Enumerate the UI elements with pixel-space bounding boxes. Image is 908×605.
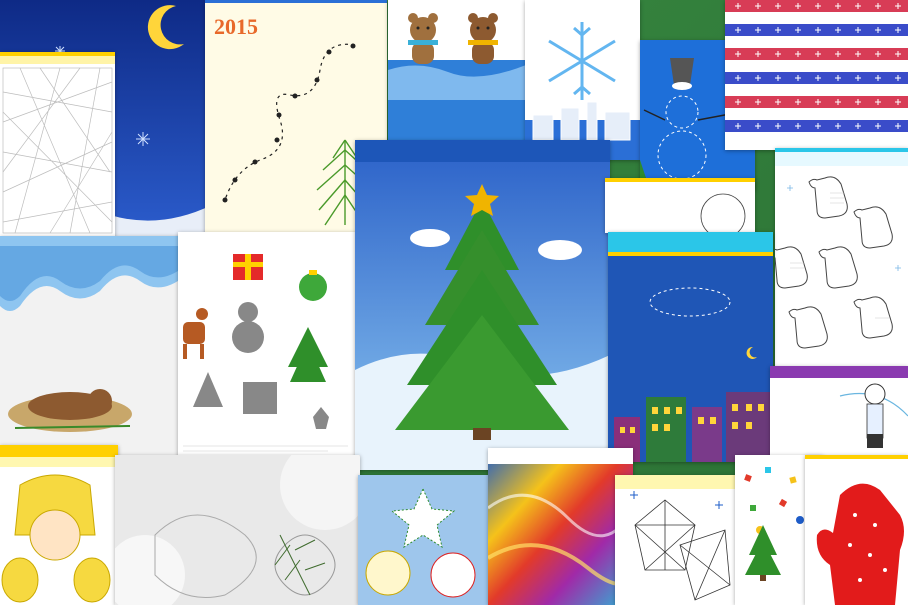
mittens-coloring-card [775, 148, 908, 366]
christmas-tree-icon [395, 200, 569, 440]
stripe-pattern [725, 0, 908, 132]
snowflake-town-card [525, 0, 640, 160]
mitten-icon [775, 176, 893, 349]
ornament-icon [299, 270, 327, 301]
gift-icon [233, 254, 263, 280]
mitten-icon [816, 483, 904, 605]
yellow-hat-kid-card [0, 445, 118, 605]
christmas-tree-poster [355, 140, 610, 470]
fir-branch-icon [274, 534, 326, 596]
ornament-icon [365, 550, 476, 598]
teddy-bear-icon [8, 389, 132, 432]
snowflake-icon [55, 46, 150, 146]
circle-worksheet-card [605, 178, 755, 233]
snowflake-stripes-card [725, 0, 908, 150]
moon-icon [147, 5, 184, 50]
moon-icon [746, 346, 757, 359]
mitten-icon [1, 557, 111, 603]
frost-pine-card [115, 455, 360, 605]
teddy-bear-icon [408, 13, 438, 64]
ice-edge-card [0, 236, 185, 468]
abstract-paint-card [488, 448, 633, 605]
line-maze-sheet [0, 52, 115, 237]
inuit-child-card [770, 366, 908, 466]
star-ornament-card [358, 475, 488, 605]
geometric-ornament-card [615, 475, 737, 605]
snowflake-icon [548, 22, 616, 100]
night-town-card [608, 232, 773, 462]
christmas-tree-icon [745, 525, 781, 581]
reindeer-icon [183, 308, 208, 359]
snowflake-icon [787, 185, 901, 271]
christmas-tree-icon [288, 327, 328, 382]
red-mitten-card [805, 455, 908, 605]
snowflake-icon [630, 491, 723, 509]
teddy-bears-card [388, 0, 526, 155]
teddy-bear-icon [468, 13, 498, 64]
snowflake-icon [735, 3, 901, 129]
bucket-icon [670, 58, 694, 90]
silhouette-matching-card [178, 232, 356, 460]
year-label: 2015 [214, 14, 258, 39]
snowman-icon [232, 302, 264, 353]
star-icon [465, 184, 499, 216]
star-icon [390, 487, 456, 549]
